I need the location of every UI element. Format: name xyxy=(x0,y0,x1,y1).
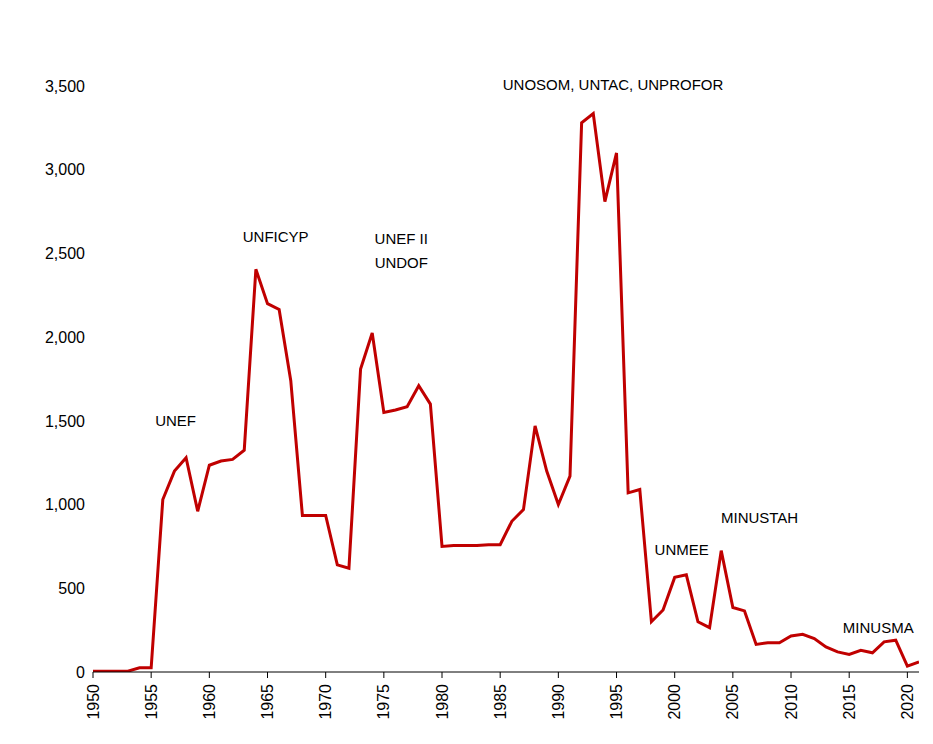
svg-text:2010: 2010 xyxy=(783,684,800,720)
svg-text:2000: 2000 xyxy=(666,684,683,720)
svg-text:UNOSOM, UNTAC, UNPROFOR: UNOSOM, UNTAC, UNPROFOR xyxy=(503,76,724,93)
svg-text:2,500: 2,500 xyxy=(45,245,85,262)
svg-text:2020: 2020 xyxy=(899,684,916,720)
svg-text:1965: 1965 xyxy=(259,684,276,720)
svg-text:1960: 1960 xyxy=(201,684,218,720)
svg-text:1995: 1995 xyxy=(608,684,625,720)
svg-text:0: 0 xyxy=(76,664,85,681)
svg-text:UNDOF: UNDOF xyxy=(375,254,428,271)
svg-text:UNMEE: UNMEE xyxy=(655,541,709,558)
svg-text:1970: 1970 xyxy=(317,684,334,720)
svg-text:2015: 2015 xyxy=(841,684,858,720)
svg-text:1,500: 1,500 xyxy=(45,413,85,430)
svg-text:3,000: 3,000 xyxy=(45,161,85,178)
svg-text:MINUSTAH: MINUSTAH xyxy=(721,509,798,526)
svg-text:500: 500 xyxy=(58,580,85,597)
svg-text:1,000: 1,000 xyxy=(45,496,85,513)
svg-text:2,000: 2,000 xyxy=(45,329,85,346)
svg-text:1950: 1950 xyxy=(85,684,102,720)
svg-text:3,500: 3,500 xyxy=(45,78,85,95)
svg-text:1990: 1990 xyxy=(550,684,567,720)
svg-text:1955: 1955 xyxy=(143,684,160,720)
svg-text:2005: 2005 xyxy=(724,684,741,720)
svg-text:MINUSMA: MINUSMA xyxy=(843,619,914,636)
svg-text:1980: 1980 xyxy=(434,684,451,720)
svg-text:UNEF II: UNEF II xyxy=(375,230,428,247)
svg-text:1975: 1975 xyxy=(375,684,392,720)
svg-text:UNFICYP: UNFICYP xyxy=(243,228,309,245)
svg-text:UNEF: UNEF xyxy=(155,412,196,429)
svg-text:1985: 1985 xyxy=(492,684,509,720)
